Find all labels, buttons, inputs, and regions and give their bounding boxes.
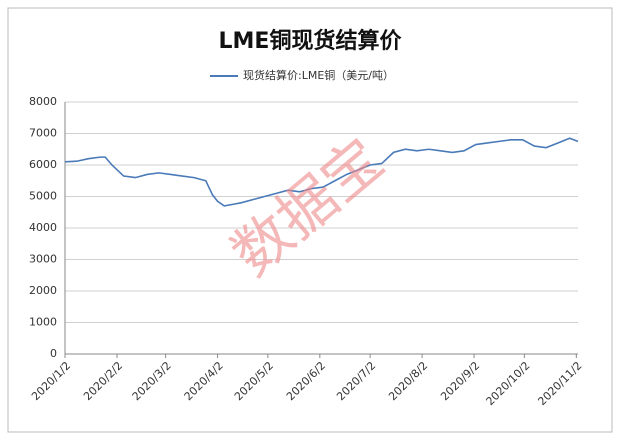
- y-tick-label: 7000: [29, 127, 57, 140]
- y-tick-label: 3000: [29, 253, 57, 266]
- y-tick-label: 1000: [29, 316, 57, 329]
- legend-label: 现货结算价:LME铜（美元/吨）: [243, 68, 394, 82]
- chart-frame: [7, 7, 613, 433]
- y-tick-label: 2000: [29, 284, 57, 297]
- data-line: [64, 137, 579, 207]
- chart-title: LME铜现货结算价: [219, 28, 403, 54]
- y-tick-label: 8000: [29, 95, 57, 108]
- y-tick-label: 0: [50, 347, 57, 360]
- y-tick-label: 6000: [29, 158, 57, 171]
- y-tick-label: 5000: [29, 190, 57, 203]
- y-tick-label: 4000: [29, 221, 57, 234]
